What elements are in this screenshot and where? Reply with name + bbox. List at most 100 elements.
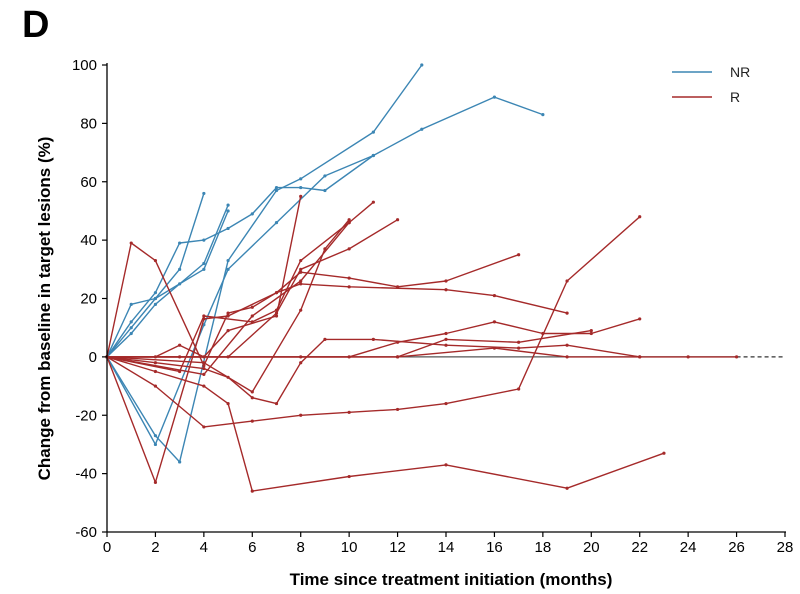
series-r-15: [105, 218, 400, 359]
data-point: [492, 320, 497, 324]
y-tick-label: 80: [80, 115, 97, 132]
data-point: [589, 331, 593, 336]
series-line: [106, 201, 374, 376]
series-line: [107, 219, 398, 358]
data-point: [178, 343, 182, 347]
data-point: [202, 191, 206, 196]
series-line: [106, 96, 544, 446]
data-point: [129, 241, 133, 245]
data-point: [347, 285, 351, 289]
data-point: [250, 314, 254, 318]
y-tick-label: -60: [75, 524, 97, 541]
x-tick-label: 0: [103, 539, 111, 556]
data-point: [444, 279, 448, 283]
data-point: [517, 340, 521, 344]
y-tick-label: 60: [80, 174, 97, 191]
data-point: [444, 288, 448, 292]
series-nr-6: [105, 203, 230, 359]
x-tick-label: 12: [389, 539, 406, 556]
data-point: [371, 337, 375, 341]
data-point: [492, 293, 497, 298]
panel-label: D: [22, 4, 50, 46]
data-point: [129, 302, 133, 306]
data-point: [153, 291, 158, 295]
data-point: [202, 267, 206, 271]
data-point: [202, 372, 206, 376]
data-point: [153, 302, 158, 306]
y-tick-label: 40: [80, 232, 97, 249]
data-point: [153, 296, 158, 301]
series-r-8: [105, 282, 569, 484]
data-point: [371, 200, 375, 204]
data-point: [565, 343, 569, 347]
data-point: [299, 361, 303, 365]
x-tick-label: 10: [341, 539, 358, 556]
y-tick-label: -20: [75, 407, 97, 424]
x-tick-label: 22: [631, 539, 648, 556]
x-tick-label: 2: [151, 539, 159, 556]
data-point: [202, 366, 206, 371]
data-point: [250, 390, 254, 394]
data-point: [299, 258, 303, 263]
data-point: [395, 340, 400, 344]
legend: NR R: [672, 64, 750, 105]
data-point: [444, 337, 448, 341]
data-point: [226, 203, 230, 207]
data-point: [202, 425, 206, 429]
y-axis-title: Change from baseline in target lesions (…: [35, 137, 54, 481]
data-point: [662, 451, 666, 455]
series-nr-4: [105, 63, 424, 464]
series-line: [106, 210, 229, 358]
series-line: [106, 283, 568, 484]
data-point: [129, 320, 133, 324]
legend-item-nr: NR: [672, 64, 750, 80]
data-point: [226, 329, 230, 333]
data-point: [323, 188, 327, 193]
data-point: [178, 267, 182, 271]
data-point: [517, 387, 521, 391]
x-tick-label: 18: [535, 539, 552, 556]
data-point: [153, 442, 158, 447]
x-tick-label: 8: [297, 539, 305, 556]
data-point: [299, 177, 303, 181]
data-point: [299, 279, 303, 283]
data-point: [323, 337, 327, 341]
data-point: [565, 311, 569, 315]
data-point: [274, 401, 279, 406]
legend-label: NR: [730, 64, 750, 80]
data-point: [274, 311, 279, 315]
y-tick-label: 20: [80, 291, 97, 308]
y-tick-label: -40: [75, 466, 97, 483]
data-point: [202, 361, 206, 365]
series-line: [106, 64, 423, 463]
x-tick-label: 16: [486, 539, 503, 556]
data-point: [274, 185, 279, 190]
data-point: [153, 369, 158, 374]
series-r-10: [105, 355, 666, 493]
data-point: [371, 153, 375, 158]
data-point: [226, 209, 230, 213]
data-point: [202, 238, 206, 242]
data-point: [129, 326, 133, 330]
data-point: [129, 331, 133, 336]
x-tick-label: 4: [200, 539, 208, 556]
data-point: [444, 343, 448, 347]
data-point: [250, 305, 254, 309]
series-line: [106, 222, 350, 373]
y-tick-label: 0: [89, 349, 97, 366]
data-point: [153, 361, 158, 365]
data-point: [250, 489, 254, 493]
series-line: [106, 242, 519, 367]
data-point: [226, 226, 230, 231]
data-point: [734, 355, 739, 359]
series-r-13: [105, 194, 303, 359]
series-layer: [105, 63, 739, 493]
data-point: [274, 188, 279, 193]
data-point: [638, 317, 642, 321]
data-point: [517, 346, 521, 350]
x-tick-label: 14: [438, 539, 455, 556]
data-point: [299, 185, 303, 190]
data-point: [226, 314, 230, 318]
